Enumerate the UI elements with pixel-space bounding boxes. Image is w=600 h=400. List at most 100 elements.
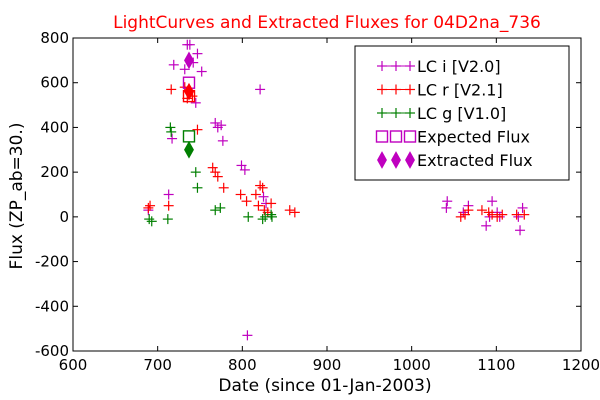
data-point-r — [253, 200, 264, 211]
x-tick-label: 900 — [313, 356, 342, 374]
data-point-i — [458, 207, 469, 218]
data-point-r — [497, 209, 508, 220]
legend-label: LC g [V1.0] — [417, 104, 506, 123]
legend-entry: Extracted Flux — [377, 151, 533, 170]
legend-entry: LC g [V1.0] — [377, 104, 506, 123]
extracted-flux-marker — [184, 82, 194, 101]
legend-marker — [377, 61, 387, 71]
data-point-g — [266, 211, 277, 222]
data-point-i — [517, 202, 528, 213]
x-tick-label: 1200 — [562, 356, 600, 374]
data-point-i — [192, 48, 203, 59]
data-point-i — [255, 84, 266, 95]
legend-marker — [377, 108, 387, 118]
legend-marker — [405, 151, 415, 169]
x-tick-label: 800 — [228, 356, 257, 374]
data-point-g — [266, 209, 277, 220]
legend-marker — [403, 130, 417, 143]
data-point-g — [162, 214, 173, 225]
x-axis-label: Date (since 01-Jan-2003) — [218, 376, 431, 396]
data-point-r — [463, 205, 474, 216]
legend-marker — [405, 84, 415, 95]
data-point-g — [192, 182, 203, 193]
data-point-i — [481, 220, 492, 231]
y-tick-label: -200 — [35, 253, 69, 271]
data-point-r — [289, 207, 300, 218]
y-tick-label: 600 — [40, 74, 69, 92]
data-point-r — [519, 209, 530, 220]
data-point-g — [243, 211, 254, 222]
data-point-r — [235, 189, 246, 200]
data-point-i — [258, 191, 269, 202]
data-point-r — [145, 200, 156, 211]
legend-entry: Expected Flux — [375, 128, 530, 147]
data-point-i — [515, 225, 526, 236]
data-point-i — [163, 189, 174, 200]
data-point-i — [239, 164, 250, 175]
extracted-flux-marker — [184, 140, 194, 159]
expected-flux-marker — [182, 130, 196, 143]
axes: 600 700 800 900 1000 1100 1200 -600 -400 -200 0 200… — [35, 29, 600, 374]
legend-marker — [377, 151, 387, 169]
y-axis-label: Flux (ZP_ab=30.) — [7, 123, 27, 270]
legend-marker — [375, 130, 389, 143]
data-point-r — [143, 202, 154, 213]
data-point-i — [487, 196, 498, 207]
data-point-i — [216, 120, 227, 131]
data-point-g — [166, 126, 177, 137]
data-point-i — [242, 330, 253, 341]
data-point-g — [257, 214, 268, 225]
data-point-i — [179, 64, 190, 75]
data-point-g — [215, 202, 226, 213]
data-point-r — [257, 182, 268, 193]
data-point-r — [284, 205, 295, 216]
data-point-i — [513, 211, 524, 222]
y-tick-label: 400 — [40, 118, 69, 136]
data-point-i — [441, 202, 452, 213]
data-point-g — [190, 167, 201, 178]
data-point-r — [255, 180, 266, 191]
data-point-r — [212, 171, 223, 182]
data-point-r — [166, 84, 177, 95]
y-tick-label: 200 — [40, 163, 69, 181]
data-point-r — [487, 209, 498, 220]
x-tick-label: 600 — [59, 356, 88, 374]
legend: LC i [V2.0] LC r [V2.1] LC g [V1.0] Expecte… — [354, 45, 570, 181]
legend-marker — [405, 61, 415, 71]
data-point-r — [210, 167, 221, 178]
data-point-g — [165, 122, 176, 133]
data-point-i — [442, 196, 453, 207]
y-tick-label: 0 — [59, 208, 69, 226]
x-tick-label: 700 — [143, 356, 172, 374]
data-point-i — [210, 117, 221, 128]
data-point-g — [146, 216, 157, 227]
data-point-i — [196, 66, 207, 77]
legend-label: Extracted Flux — [417, 151, 533, 170]
legend-marker — [391, 84, 401, 95]
data-point-i — [168, 59, 179, 70]
legend-label: LC i [V2.0] — [417, 57, 501, 76]
data-point-i — [190, 97, 201, 108]
plot-area — [143, 39, 530, 341]
legend-entry: LC i [V2.0] — [377, 57, 501, 76]
legend-marker — [389, 130, 403, 143]
data-point-r — [218, 182, 229, 193]
x-tick-label: 1100 — [477, 356, 515, 374]
legend-entry: LC r [V2.1] — [377, 81, 503, 100]
data-point-g — [144, 214, 155, 225]
data-point-r — [207, 162, 218, 173]
data-point-g — [210, 205, 221, 216]
legend-marker — [391, 151, 401, 169]
data-point-i — [217, 135, 228, 146]
data-point-r — [266, 198, 277, 209]
data-point-r — [163, 200, 174, 211]
data-point-i — [184, 39, 195, 50]
data-point-r — [455, 211, 466, 222]
data-point-i — [167, 133, 178, 144]
legend-marker — [377, 84, 387, 95]
y-tick-label: -400 — [35, 297, 69, 315]
chart-title: LightCurves and Extracted Fluxes for 04D… — [113, 13, 541, 33]
data-point-r — [476, 205, 487, 216]
data-point-r — [241, 196, 252, 207]
